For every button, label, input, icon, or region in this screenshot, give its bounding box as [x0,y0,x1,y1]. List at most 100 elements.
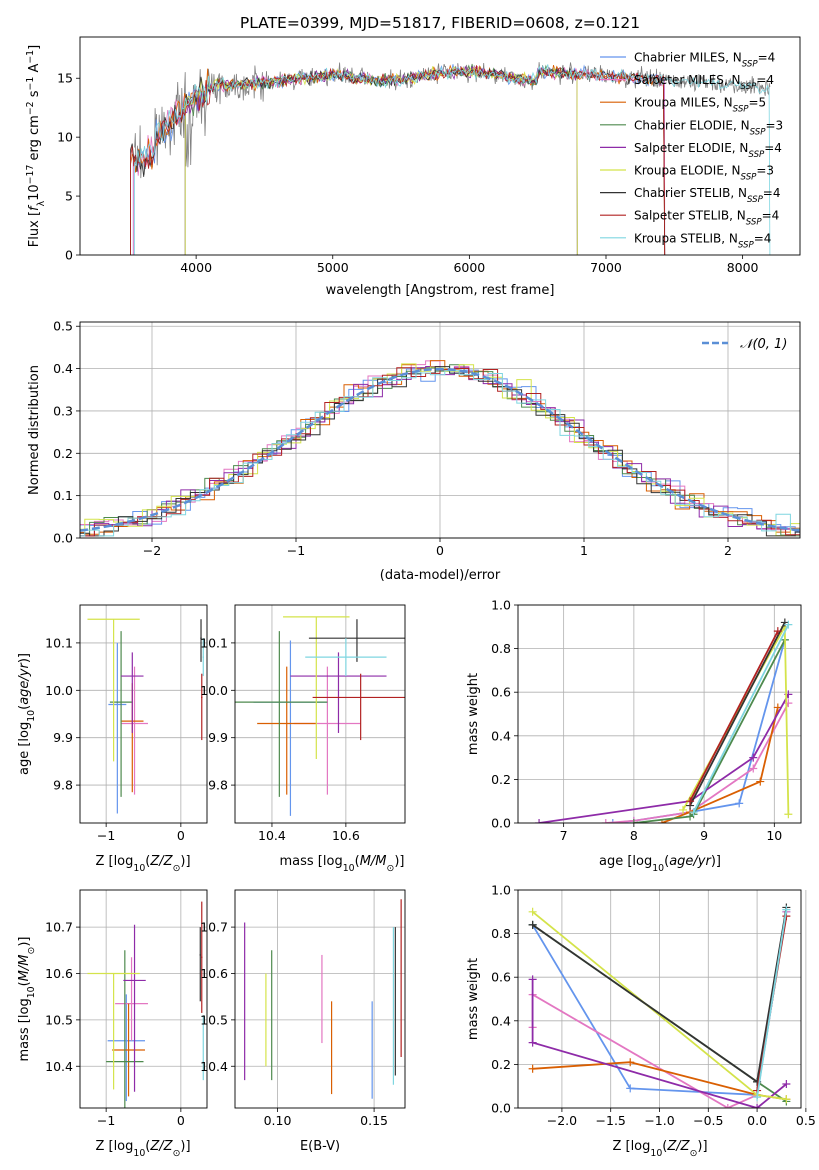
mass-weight-marker [528,1038,537,1047]
errorbar-plot [235,616,405,816]
mass-weight-marker [782,905,791,914]
y-tick-label: 0.0 [53,531,73,546]
histogram-step [80,366,800,537]
axes-frame [234,889,406,1109]
y-tick-label: 0.8 [491,641,511,656]
model-spectrum-line [184,65,578,255]
y-tick-label: 0.4 [491,728,511,743]
y-tick-label: 10.7 [45,920,73,935]
mass-weight-marker [782,1080,791,1089]
histogram-step [80,370,800,537]
y-axis-label: mass weight [466,958,481,1040]
y-tick-label: 0.2 [53,446,73,461]
y-tick-label: 5 [65,189,73,204]
y-tick-label: 0.0 [491,1101,511,1116]
y-tick-label: 10.4 [200,1059,228,1074]
mass-weight-marker [749,753,758,762]
y-axis-label: Flux [fλ10−17 erg cm−2 s−1 A−1] [25,45,47,247]
axes-frame [79,889,208,1109]
mass-weight-marker [608,819,617,823]
mass-weight-marker [784,810,793,819]
x-axis-label: E(B-V) [300,1139,340,1154]
model-spectrum-line [132,65,666,255]
mass-weight-line [531,979,787,1108]
mass-weight-plot [535,618,793,823]
axes-spectrum: 4000 5000 6000 7000 8000 0 5 10 15 [57,71,758,275]
axes-mass_weight_vs_Z: −2.0 −1.5 −1.0 −0.5 0.0 0.5 0.0 0.2 0.4 0.6 0.8 1.0 [491,883,816,1129]
axes-age_vs_Z: −1 0 9.8 9.9 10.0 10.1 [45,605,207,843]
x-tick-label: −1.5 [596,1113,626,1128]
y-axis-label: Normed distribution [27,365,42,495]
y-tick-label: 10.0 [45,683,73,698]
mass-weight-marker [535,819,544,823]
y-tick-label: 9.9 [208,730,228,745]
legend-label: Chabrier MILES, NSSP=4 [634,51,775,70]
y-tick-label: 10.1 [45,635,73,650]
mass-weight-plot [528,903,791,1108]
y-axis-label: age [log10(age/yr)] [17,653,37,775]
mass-weight-marker [753,1093,762,1102]
mass-weight-line [689,621,786,807]
axes-frame [517,889,802,1109]
y-tick-label: 0.6 [491,970,511,985]
mass-weight-line [692,624,790,813]
legend-label: Salpeter ELODIE, NSSP=4 [634,141,782,160]
x-tick-label: 0 [177,828,185,843]
x-tick-label: −1 [97,1113,115,1128]
y-tick-label: 0.4 [491,1013,511,1028]
errorbar-plot [244,899,402,1099]
y-tick-label: 15 [57,71,73,86]
x-axis-label: wavelength [Angstrom, rest frame] [326,283,555,298]
mass-weight-marker [735,799,744,808]
legend-label: Kroupa ELODIE, NSSP=3 [634,164,774,183]
y-tick-label: 9.8 [53,778,73,793]
x-tick-label: 0 [177,1113,185,1128]
model-spectrum-line [130,64,666,255]
mass-weight-line [538,693,790,823]
x-tick-label: −2 [143,543,161,558]
x-tick-label: 0.0 [747,1113,767,1128]
mass-weight-marker [601,819,610,823]
axes-mass_weight_vs_age: 7 8 9 10 0.0 0.2 0.4 0.6 0.8 1.0 [491,598,801,843]
y-tick-label: 10.5 [200,1012,228,1027]
x-tick-label: −2.0 [547,1113,577,1128]
mass-weight-marker [749,764,758,773]
mass-weight-line [633,639,786,823]
axes-residuals: −2 −1 0 1 2 0.0 0.1 0.2 0.3 0.4 0.5 [53,319,800,558]
x-tick-label: 2 [724,543,732,558]
x-tick-label: 8 [630,828,638,843]
mass-weight-line [689,630,779,802]
axes-frame [517,604,802,824]
normal-curve [80,367,800,532]
y-tick-label: 0.2 [491,772,511,787]
axes-frame [79,36,801,256]
mass-weight-line [756,909,788,1098]
model-spectrum-line [134,64,771,255]
mass-weight-marker [773,627,782,636]
x-tick-label: 10.4 [258,828,286,843]
mass-weight-marker [528,907,537,916]
y-tick-label: 0.0 [491,816,511,831]
x-axis-label: age [log10(age/yr)] [599,854,721,874]
x-tick-label: −0.5 [693,1113,723,1128]
x-tick-label: 0.15 [360,1113,388,1128]
model-spectrum-line [184,65,578,255]
errorbar-plot [87,618,205,814]
x-tick-label: 6000 [453,260,485,275]
histogram-legend: 𝒩(0, 1) [702,337,787,352]
mass-weight-marker [528,1064,537,1073]
mass-weight-marker [626,1084,635,1093]
legend-label: Salpeter MILES, NSSP=4 [634,73,774,92]
mass-weight-marker [679,805,688,814]
legend-label: Chabrier ELODIE, NSSP=3 [634,118,783,137]
histogram-plot [80,360,800,537]
y-tick-label: 10.6 [45,966,73,981]
legend-label: 𝒩(0, 1) [740,337,787,352]
x-tick-label: 10 [766,828,782,843]
mass-weight-marker [629,819,638,823]
errorbar-plot [87,901,205,1108]
mass-weight-marker [689,808,698,817]
x-tick-label: 4000 [180,260,212,275]
y-tick-label: 10.7 [200,920,228,935]
